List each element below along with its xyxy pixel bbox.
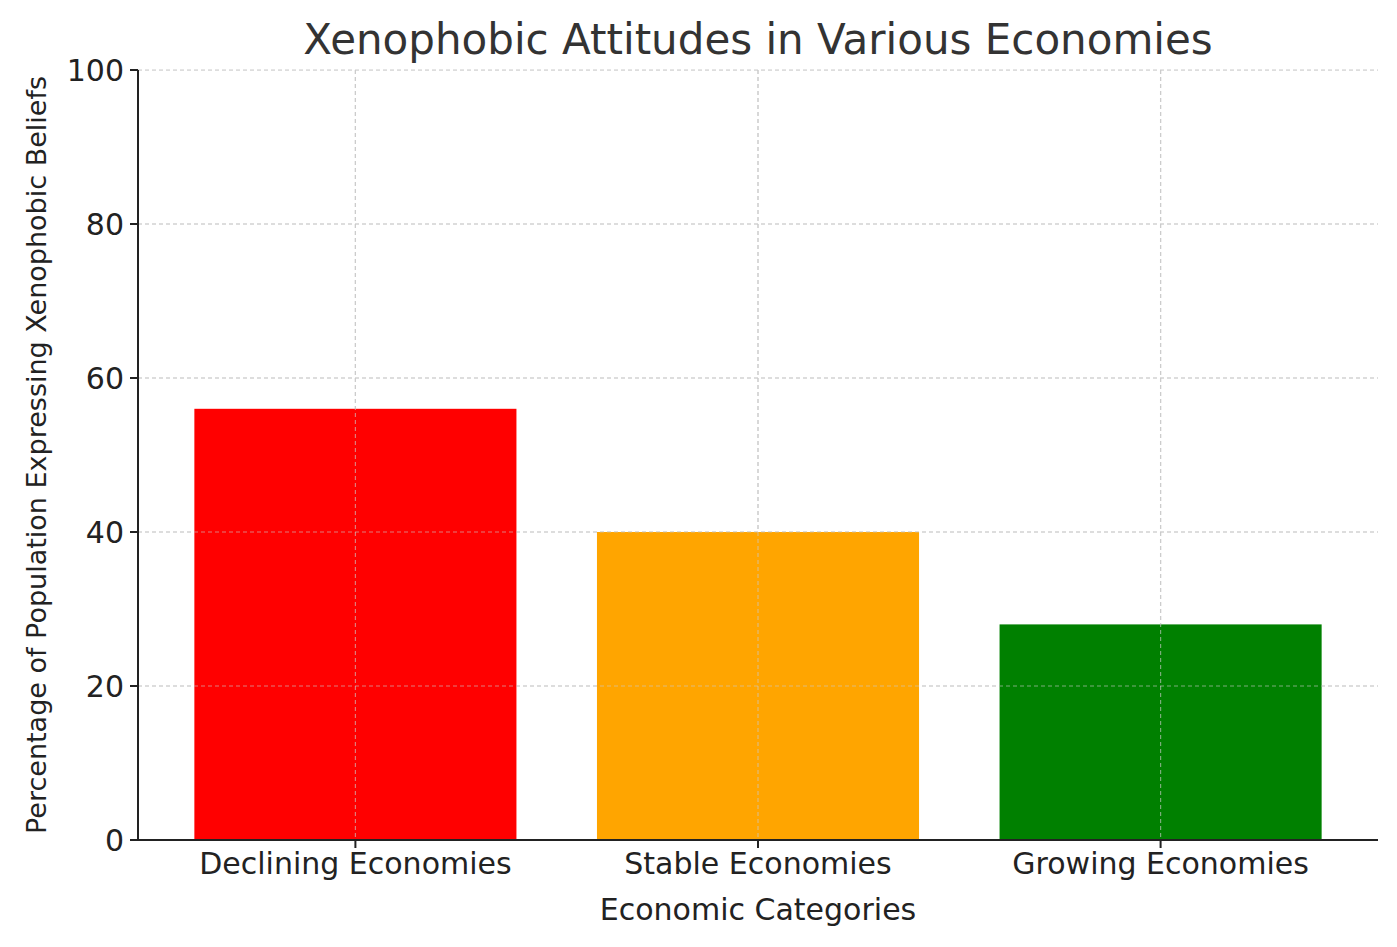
y-tick	[130, 377, 138, 379]
y-tick-label: 20	[86, 669, 124, 704]
y-tick	[130, 531, 138, 533]
x-axis-label: Economic Categories	[600, 892, 916, 927]
y-tick	[130, 839, 138, 841]
y-grid-line-overlay	[138, 839, 1378, 840]
chart-title: Xenophobic Attitudes in Various Economie…	[303, 15, 1212, 64]
y-tick-label: 0	[105, 823, 124, 858]
y-tick	[130, 685, 138, 687]
x-tick-label: Declining Economies	[199, 846, 511, 881]
grid-overlay	[138, 70, 1378, 840]
y-tick	[130, 69, 138, 71]
x-tick-label: Growing Economies	[1012, 846, 1309, 881]
y-axis-label: Percentage of Population Expressing Xeno…	[21, 76, 52, 834]
chart-svg: 0 20 40 60 80 100 Declining Economies Stable Ec…	[0, 0, 1397, 947]
x-grid-line-overlay	[355, 70, 356, 840]
y-tick-label: 80	[86, 207, 124, 242]
x-grid-line	[1160, 70, 1161, 840]
y-tick	[130, 223, 138, 225]
x-grid-line-overlay	[757, 70, 758, 840]
chart-container: 0 20 40 60 80 100 Declining Economies Stable Ec…	[0, 0, 1397, 947]
x-grid-line-overlay	[1160, 70, 1161, 840]
y-tick-label: 40	[86, 515, 124, 550]
x-grid-line	[757, 70, 758, 840]
x-grid-line	[355, 70, 356, 840]
y-axis-line	[137, 70, 139, 840]
axes: 0 20 40 60 80 100 Declining Economies Stable Ec…	[67, 53, 1378, 882]
y-tick-label: 100	[67, 53, 124, 88]
y-tick-label: 60	[86, 361, 124, 396]
x-tick-label: Stable Economies	[624, 846, 891, 881]
grid	[138, 70, 1378, 840]
